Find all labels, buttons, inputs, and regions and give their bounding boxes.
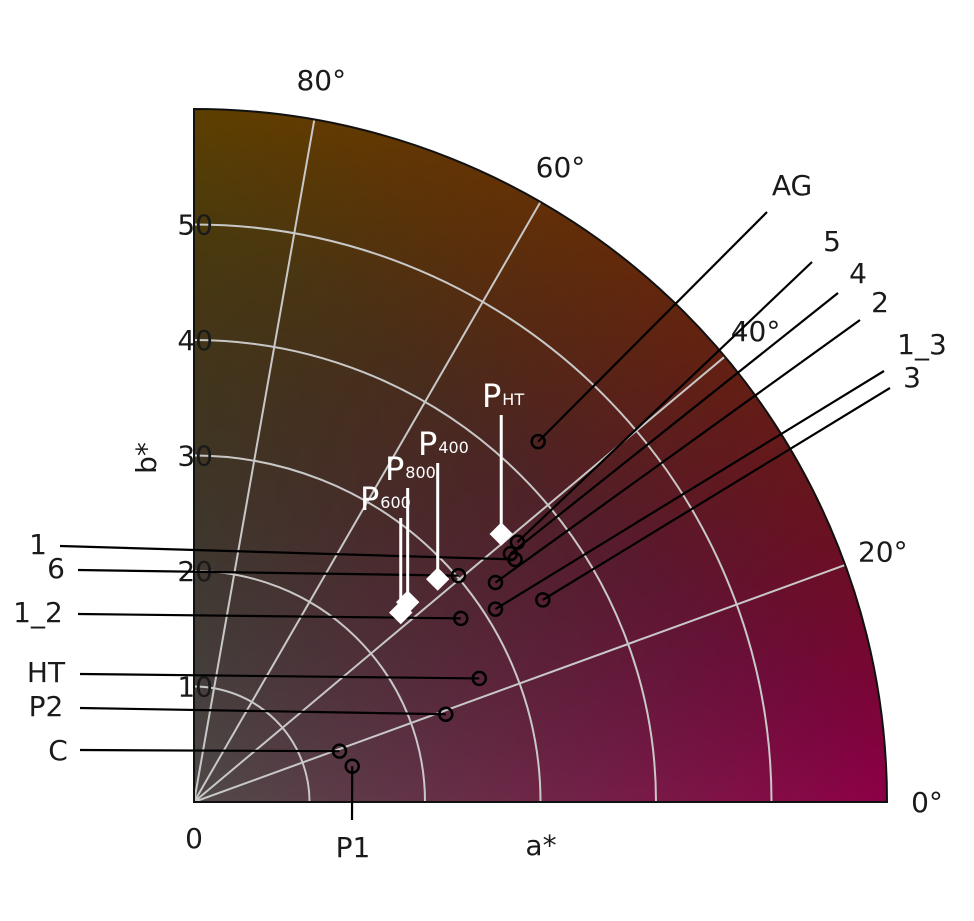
sample-point: [453, 610, 469, 627]
leader-line: [494, 319, 861, 584]
leader-line: [509, 292, 839, 555]
radial-tick-label: 40: [177, 324, 213, 357]
sample-label: P1: [336, 831, 371, 864]
polymer-label: P600: [360, 480, 411, 518]
sample-point: [450, 567, 467, 584]
angle-tick-label: 0°: [911, 786, 943, 819]
sample-label: 4: [849, 257, 867, 290]
grid-arc: [194, 570, 426, 802]
radial-tick-label: 50: [177, 209, 213, 242]
leader-line: [537, 211, 768, 443]
y-axis-label: b*: [130, 442, 163, 474]
sample-label: 1_3: [897, 328, 947, 361]
sample-point: [487, 601, 504, 617]
color-wedge: [194, 109, 887, 802]
leader-line: [494, 370, 885, 611]
grid-arc: [194, 685, 311, 802]
sample-label: 3: [903, 361, 921, 394]
leader-line: [79, 706, 446, 716]
sample-point: [530, 433, 546, 450]
sample-point: [344, 758, 360, 774]
sample-point: [535, 592, 551, 608]
sample-label: AG: [772, 169, 812, 202]
x-axis-label: a*: [525, 829, 556, 862]
sample-point: [331, 743, 348, 759]
sample-label: 5: [823, 225, 841, 258]
grid-spoke: [194, 355, 726, 802]
sample-label: P2: [29, 690, 64, 723]
polar-grid: [194, 119, 887, 802]
leader-line: [77, 568, 459, 577]
wedge-outline: [193, 107, 889, 803]
polymer-marker: [425, 567, 450, 591]
leader-line: [542, 387, 891, 601]
leader-lines: [59, 211, 891, 821]
angle-tick-labels: 0°20°40°60°80°: [296, 64, 942, 819]
grid-spoke: [194, 201, 542, 802]
leader-line: [79, 672, 480, 680]
polymer-label: P400: [418, 425, 469, 463]
sample-point: [487, 574, 504, 591]
sample-point: [471, 670, 488, 687]
sample-point: [438, 706, 454, 722]
polymer-label: PHT: [482, 377, 524, 415]
angle-tick-label: 20°: [858, 535, 908, 568]
sample-label: 1: [29, 528, 47, 561]
leader-line: [59, 544, 516, 561]
grid-arc: [194, 339, 657, 802]
grid-spoke: [194, 119, 316, 802]
sample-label: 1_2: [13, 596, 63, 629]
sample-points: [331, 433, 551, 774]
sample-label: 2: [871, 286, 889, 319]
sample-point: [507, 551, 523, 568]
sample-point: [509, 534, 526, 550]
angle-tick-label: 80°: [296, 64, 346, 97]
polymer-label: P800: [385, 450, 436, 488]
polymer-marker: [389, 600, 413, 625]
polymer-marker: [489, 522, 513, 546]
leader-line: [79, 748, 340, 753]
leader-line: [516, 261, 813, 543]
radial-tick-label: 30: [177, 440, 213, 473]
sample-label: 6: [47, 552, 65, 585]
grid-arc: [194, 223, 773, 802]
sample-label: HT: [27, 656, 66, 689]
grid-spoke: [194, 564, 846, 802]
origin-label: 0: [185, 822, 203, 855]
sample-label: C: [48, 734, 68, 767]
angle-tick-label: 60°: [536, 151, 586, 184]
